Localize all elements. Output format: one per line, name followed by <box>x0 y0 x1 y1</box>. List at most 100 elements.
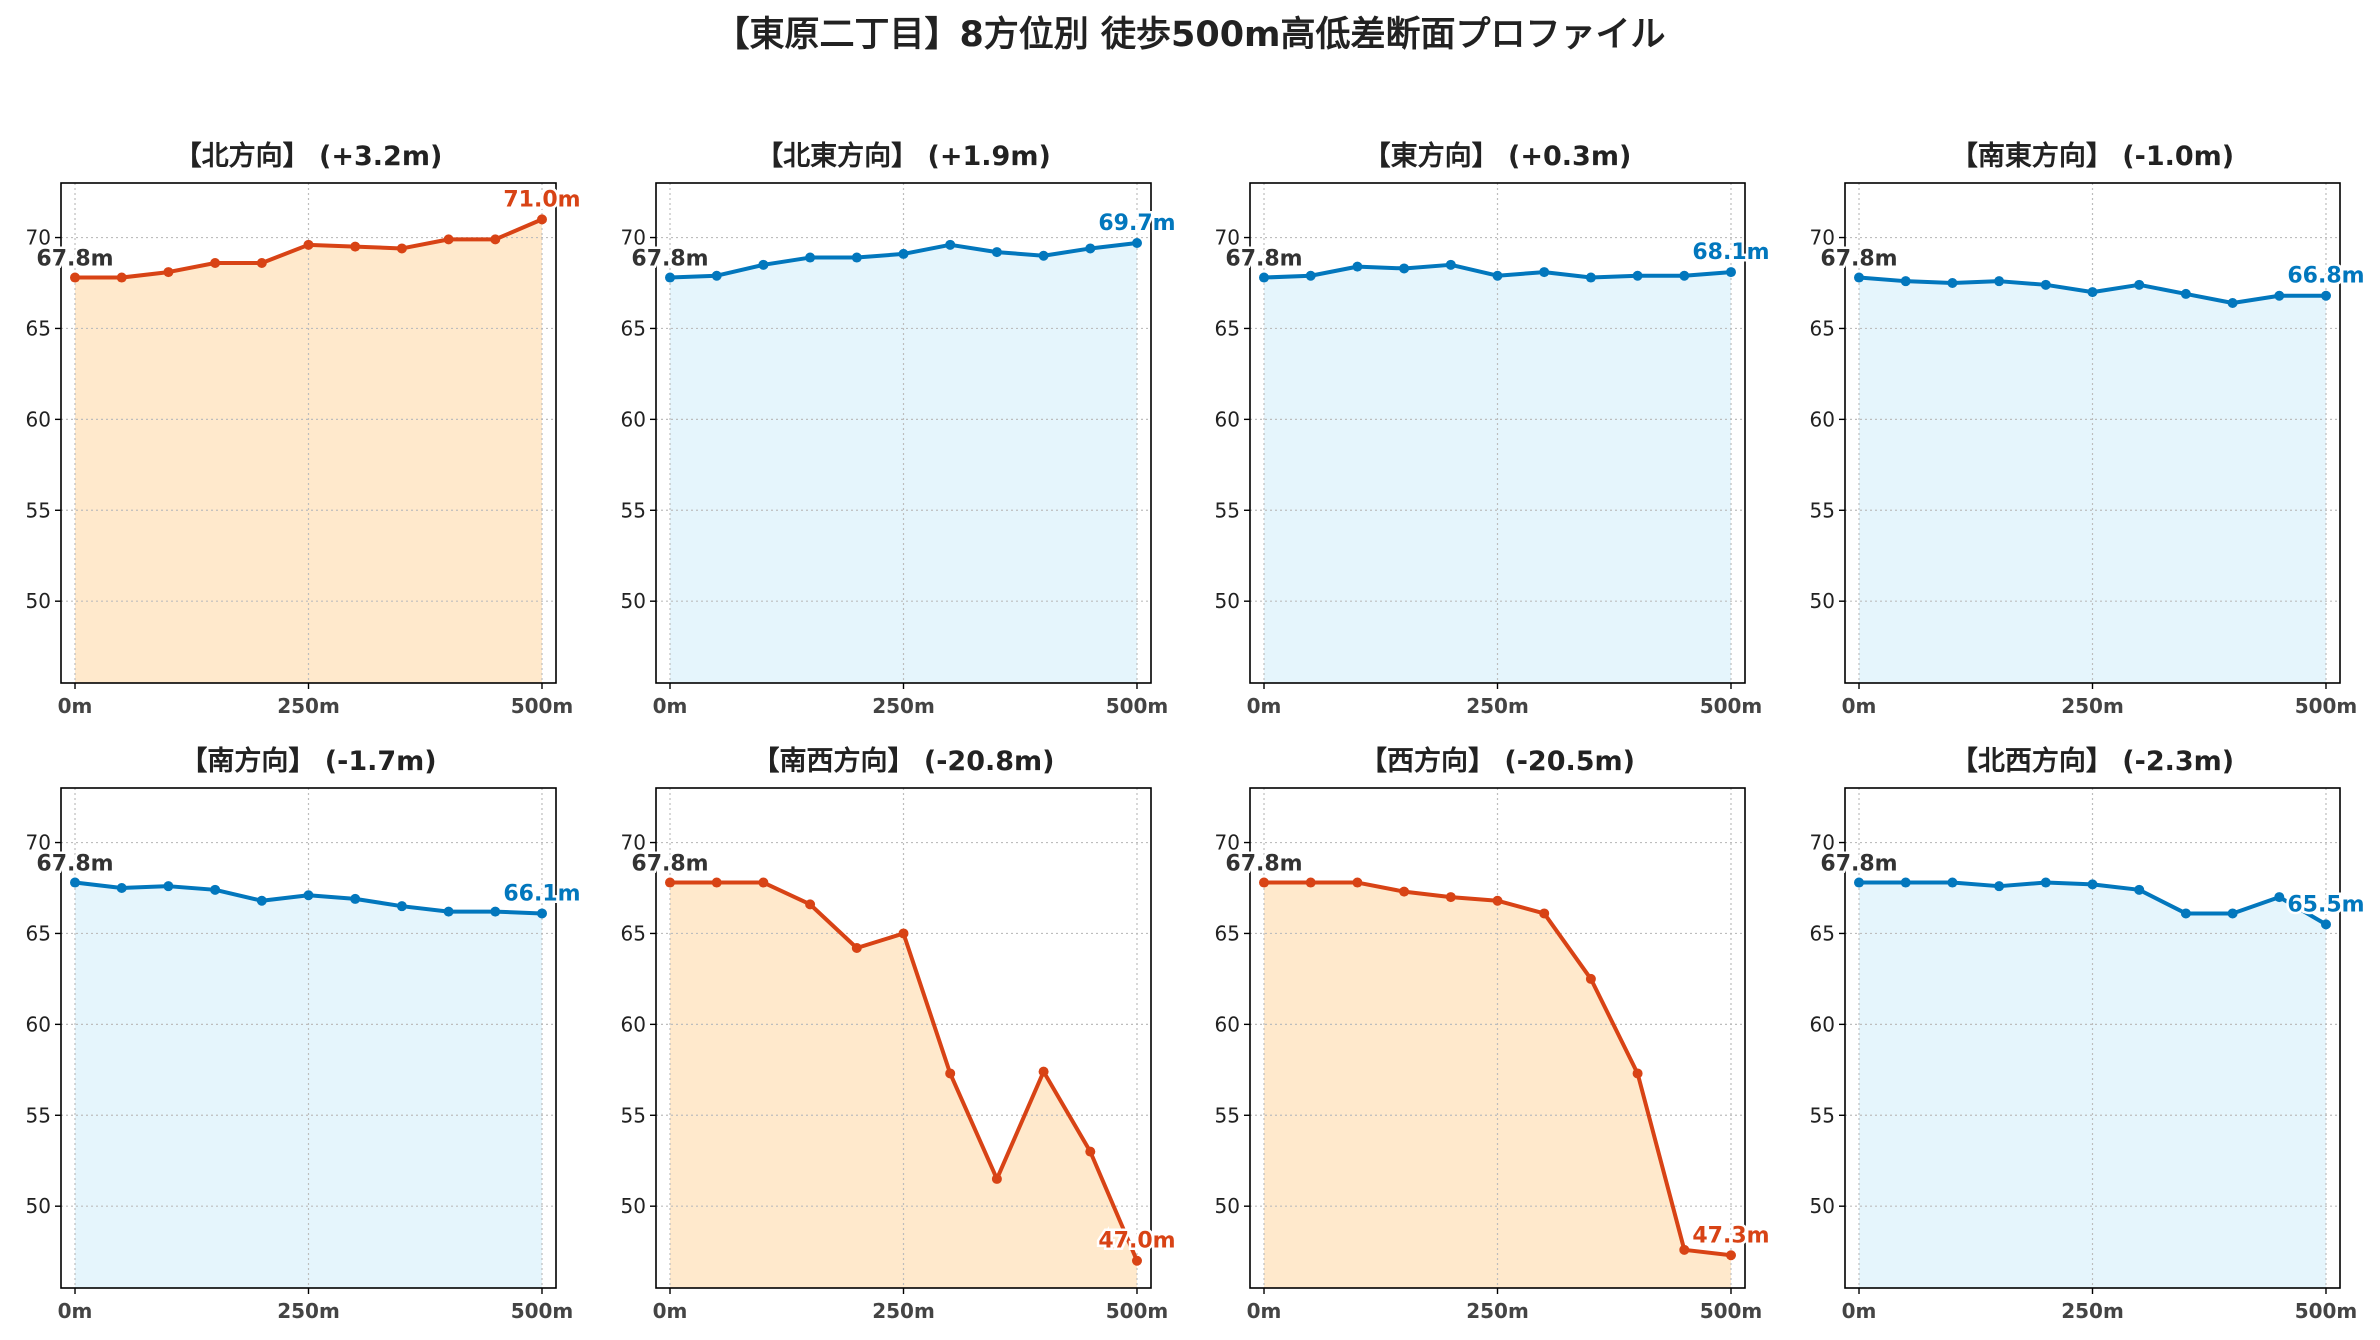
end-elevation-label: 71.0m <box>503 187 580 212</box>
x-tick-label: 500m <box>1700 1299 1763 1323</box>
elevation-point <box>1994 276 2005 287</box>
elevation-point <box>303 890 314 901</box>
start-elevation-label: 67.8m <box>1820 247 1897 272</box>
x-tick-label: 500m <box>1106 1299 1169 1323</box>
elevation-point <box>1085 243 1096 254</box>
elevation-point <box>2134 279 2145 290</box>
end-elevation-label: 47.3m <box>1692 1223 1769 1248</box>
y-tick-label: 65 <box>621 921 646 945</box>
elevation-point <box>163 267 174 278</box>
elevation-point <box>1854 877 1865 888</box>
elevation-point <box>898 248 909 259</box>
elevation-fill-area <box>75 882 542 1288</box>
start-elevation-label: 67.8m <box>1225 247 1302 272</box>
y-tick-label: 55 <box>26 1103 51 1127</box>
elevation-fill-area <box>1264 882 1731 1288</box>
chart-panel-7: 【北西方向】 (-2.3m) 50 55 60 65 70 0m 250m 500m 67.8m 6… <box>1810 745 2368 1323</box>
panel-title: 【南方向】 (-1.7m) <box>180 745 436 777</box>
y-tick-label: 60 <box>621 407 646 431</box>
end-elevation-label: 66.8m <box>2287 264 2364 289</box>
panel-title: 【北東方向】 (+1.9m) <box>756 140 1051 172</box>
elevation-point <box>2274 892 2285 903</box>
elevation-point <box>1399 886 1410 897</box>
x-tick-label: 0m <box>653 694 688 718</box>
elevation-point <box>945 239 956 250</box>
elevation-point <box>116 883 127 893</box>
elevation-point <box>945 1068 956 1079</box>
y-tick-label: 60 <box>621 1012 646 1036</box>
x-tick-label: 0m <box>653 1299 688 1323</box>
panel-title: 【南西方向】 (-20.8m) <box>752 745 1054 777</box>
x-tick-label: 500m <box>1106 694 1169 718</box>
y-tick-label: 50 <box>26 1194 51 1218</box>
y-tick-label: 60 <box>1215 407 1240 431</box>
elevation-point <box>2227 908 2238 919</box>
elevation-point <box>1305 270 1316 281</box>
elevation-point <box>70 272 81 283</box>
y-tick-label: 70 <box>26 831 51 855</box>
y-tick-label: 65 <box>26 921 51 945</box>
x-tick-label: 0m <box>58 1299 93 1323</box>
figure-title: 【東原二丁目】8方位別 徒歩500m高低差断面プロファイル <box>714 15 1666 55</box>
y-tick-label: 65 <box>1215 921 1240 945</box>
elevation-point <box>1492 270 1503 281</box>
elevation-point <box>2134 884 2145 895</box>
elevation-point <box>1632 270 1643 281</box>
y-tick-label: 50 <box>621 1194 646 1218</box>
elevation-fill-area <box>75 219 542 683</box>
chart-panel-2: 【東方向】 (+0.3m) 50 55 60 65 70 0m 250m 500m 67.8m 68… <box>1215 140 1773 718</box>
x-tick-label: 250m <box>872 694 935 718</box>
elevation-point <box>665 877 676 888</box>
end-elevation-label: 65.5m <box>2287 892 2364 917</box>
y-tick-label: 50 <box>1810 1194 1835 1218</box>
elevation-point <box>443 906 454 917</box>
elevation-point <box>396 243 407 254</box>
end-elevation-label: 69.7m <box>1098 211 1175 236</box>
elevation-point <box>991 1173 1002 1184</box>
elevation-point <box>1900 276 1911 287</box>
chart-panel-0: 【北方向】 (+3.2m) 50 55 60 65 70 0m 250m 500m 67.8m 71… <box>26 140 584 718</box>
elevation-point <box>1352 877 1363 888</box>
end-elevation-label: 68.1m <box>1692 240 1769 265</box>
end-elevation-label: 47.0m <box>1098 1229 1175 1254</box>
elevation-point <box>1305 877 1316 888</box>
elevation-point <box>1679 1244 1690 1255</box>
y-tick-label: 60 <box>26 1012 51 1036</box>
elevation-point <box>2180 288 2191 299</box>
y-tick-label: 65 <box>1810 316 1835 340</box>
start-elevation-label: 67.8m <box>36 852 113 877</box>
elevation-fill-area <box>1859 882 2326 1288</box>
elevation-point <box>711 270 722 281</box>
y-tick-label: 50 <box>1810 589 1835 613</box>
y-tick-label: 70 <box>621 831 646 855</box>
y-tick-label: 50 <box>1215 1194 1240 1218</box>
panel-title: 【北方向】 (+3.2m) <box>175 140 443 172</box>
elevation-point <box>1539 267 1550 278</box>
elevation-point <box>851 943 862 953</box>
elevation-point <box>350 241 361 252</box>
elevation-point <box>2087 879 2098 890</box>
elevation-point <box>1399 263 1410 274</box>
x-tick-label: 0m <box>1247 1299 1282 1323</box>
y-tick-label: 65 <box>1810 921 1835 945</box>
x-tick-label: 0m <box>1842 1299 1877 1323</box>
y-tick-label: 55 <box>1215 498 1240 522</box>
elevation-point <box>805 252 816 263</box>
elevation-point <box>665 272 676 283</box>
elevation-point <box>758 259 769 270</box>
elevation-point <box>1947 278 1958 288</box>
elevation-point <box>1947 877 1958 888</box>
y-tick-label: 60 <box>1215 1012 1240 1036</box>
elevation-point <box>1445 259 1456 270</box>
x-tick-label: 500m <box>511 694 574 718</box>
panel-title: 【西方向】 (-20.5m) <box>1360 745 1635 777</box>
elevation-point <box>2040 877 2051 888</box>
y-tick-label: 60 <box>1810 407 1835 431</box>
x-tick-label: 250m <box>872 1299 935 1323</box>
start-elevation-label: 67.8m <box>631 852 708 877</box>
start-elevation-label: 67.8m <box>36 247 113 272</box>
elevation-point <box>1900 877 1911 888</box>
x-tick-label: 250m <box>1466 694 1529 718</box>
y-tick-label: 70 <box>1215 226 1240 250</box>
y-tick-label: 50 <box>26 589 51 613</box>
